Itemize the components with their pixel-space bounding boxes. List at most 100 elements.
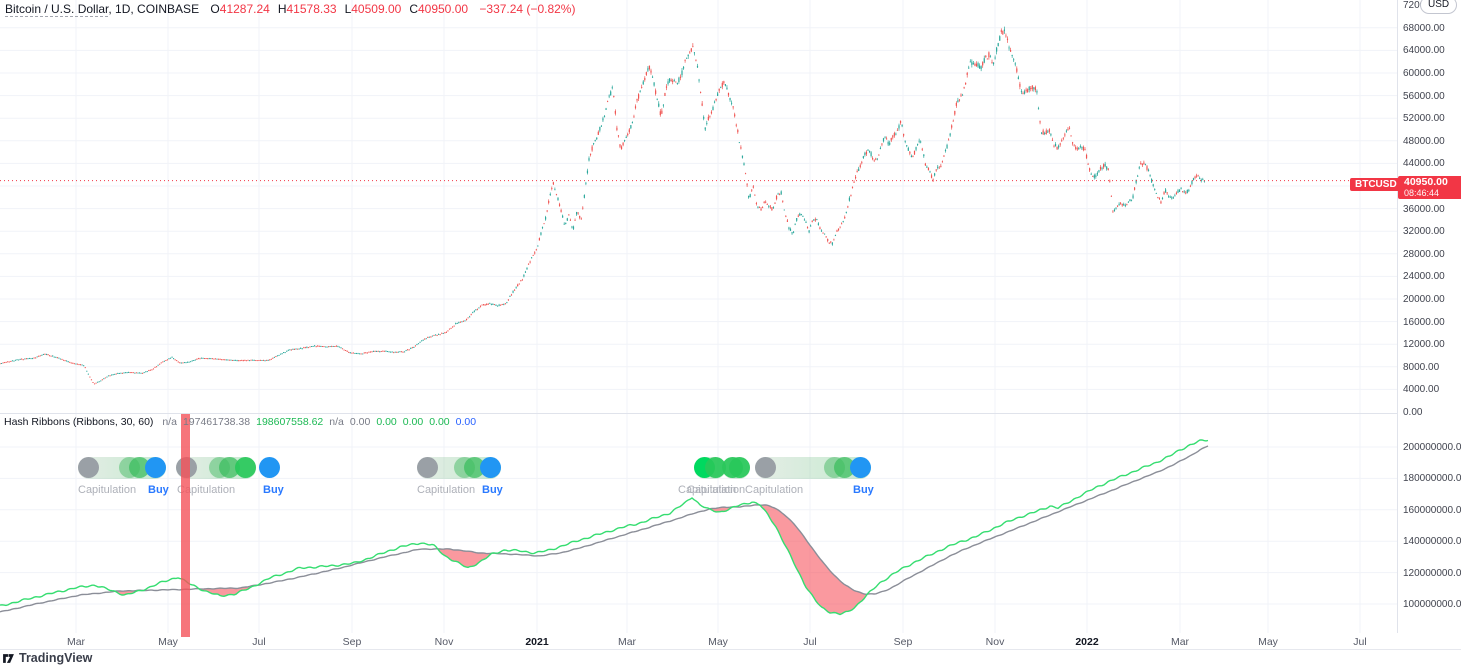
tradingview-logo-icon bbox=[3, 653, 14, 663]
gray-circle bbox=[755, 457, 776, 478]
price-axis-label: 0.00 bbox=[1403, 407, 1423, 418]
time-axis-label: Nov bbox=[985, 636, 1005, 648]
symbol-name[interactable]: Bitcoin / U.S. Dollar bbox=[5, 2, 109, 17]
buy-circle bbox=[145, 457, 166, 478]
signal-marker bbox=[755, 457, 871, 479]
indicator-value: 0.00 bbox=[429, 416, 450, 428]
indicator-value: n/a bbox=[329, 416, 344, 428]
chart-canvas[interactable] bbox=[0, 0, 1397, 633]
green-circle bbox=[219, 457, 240, 478]
ohlc-value-h: 41578.33 bbox=[286, 2, 337, 16]
currency-badge[interactable]: USD bbox=[1420, 0, 1458, 14]
signal-marker bbox=[694, 457, 726, 479]
indicator-value: 0.00 bbox=[402, 416, 424, 428]
price-axis-label: 8000.00 bbox=[1403, 361, 1440, 373]
gray-circle bbox=[78, 457, 99, 478]
buy-label: Buy bbox=[148, 484, 169, 496]
symbol-legend[interactable]: Bitcoin / U.S. Dollar, 1D, COINBASE O412… bbox=[5, 2, 576, 17]
pane-separator[interactable] bbox=[0, 413, 1461, 414]
time-axis-label: May bbox=[708, 636, 728, 648]
signal-marker bbox=[722, 457, 750, 479]
green-circle bbox=[235, 457, 256, 478]
price-axis-label: 48000.00 bbox=[1403, 135, 1445, 147]
price-axis-label: 64000.00 bbox=[1403, 45, 1445, 57]
ohlc-label-c: C bbox=[409, 2, 418, 16]
price-axis-label: 68000.00 bbox=[1403, 22, 1445, 34]
capitulation-label: Capitulation bbox=[417, 484, 476, 496]
indicator-values: n/a 197461738.38 198607558.62 n/a 0.00 0.00 0.… bbox=[156, 416, 476, 428]
last-price-value: 40950.00 bbox=[1404, 176, 1448, 188]
ohlc-values: O41287.24 H41578.33 L40509.00 C40950.00 bbox=[202, 2, 468, 16]
capitulation-label: Capitulation bbox=[678, 484, 737, 496]
indicator-axis-label: 100000000.00 bbox=[1403, 599, 1461, 610]
time-axis-label: Jul bbox=[252, 636, 266, 648]
price-scale[interactable]: USD 40950.00 08:46:44 72000.0068000.0064… bbox=[1398, 0, 1461, 649]
indicator-title[interactable]: Hash Ribbons (Ribbons, 30, 60) bbox=[4, 416, 154, 428]
price-axis-label: 36000.00 bbox=[1403, 203, 1445, 215]
capitulation-fill bbox=[116, 504, 868, 615]
time-scale[interactable]: Mar May Jul Sep Nov 2021 Mar May Jul Sep Nov 2022 Ma… bbox=[0, 633, 1461, 649]
price-axis-label: 20000.00 bbox=[1403, 294, 1445, 305]
buy-label: Buy bbox=[263, 484, 284, 496]
green-circle bbox=[729, 457, 750, 478]
indicator-legend[interactable]: Hash Ribbons (Ribbons, 30, 60) n/a 197461… bbox=[4, 416, 476, 428]
capitulation-label: Capitulation bbox=[745, 484, 804, 496]
time-axis-label: Nov bbox=[434, 636, 454, 648]
indicator-axis-label: 180000000.00 bbox=[1403, 473, 1461, 485]
indicator-axis-label: 120000000.00 bbox=[1403, 567, 1461, 579]
green-circle bbox=[129, 457, 150, 478]
price-axis-label: 28000.00 bbox=[1403, 248, 1445, 260]
price-axis-label: 24000.00 bbox=[1403, 271, 1445, 283]
ohlc-value-o: 41287.24 bbox=[219, 2, 270, 16]
capitulation-label: Capitulation bbox=[687, 484, 746, 496]
gridlines bbox=[0, 0, 1397, 633]
bar-countdown: 08:46:44 bbox=[1404, 188, 1440, 198]
time-axis-label: Mar bbox=[66, 636, 86, 648]
time-axis-label: May bbox=[1258, 636, 1278, 648]
price-axis-label: 60000.00 bbox=[1403, 68, 1445, 79]
symbol-interval-exchange: , 1D, COINBASE bbox=[108, 2, 200, 16]
green-circle bbox=[464, 457, 485, 478]
green-circle bbox=[834, 457, 855, 478]
indicator-axis-label: 200000000.00 bbox=[1403, 442, 1461, 453]
capitulation-label: Capitulation bbox=[177, 484, 236, 496]
price-change: −337.24 (−0.82%) bbox=[479, 2, 576, 16]
indicator-value: 0.00 bbox=[349, 416, 371, 428]
time-axis-label: Sep bbox=[342, 636, 362, 648]
bottom-strip: TradingView bbox=[0, 649, 1461, 666]
price-axis-label: 12000.00 bbox=[1403, 339, 1445, 351]
indicator-value: 0.00 bbox=[455, 416, 477, 428]
tradingview-logo-text: TradingView bbox=[19, 651, 93, 665]
capitulation-label: Capitulation bbox=[78, 484, 137, 496]
time-axis-label: Mar bbox=[1170, 636, 1190, 648]
ohlc-value-l: 40509.00 bbox=[351, 2, 402, 16]
buy-label: Buy bbox=[853, 484, 874, 496]
buy-circle bbox=[850, 457, 871, 478]
ohlc-label-h: H bbox=[277, 2, 287, 16]
price-axis-label: 16000.00 bbox=[1403, 316, 1445, 328]
ohlc-label-o: O bbox=[210, 2, 220, 16]
tradingview-logo[interactable]: TradingView bbox=[2, 651, 92, 665]
indicator-value: 197461738.38 bbox=[182, 416, 251, 428]
candlestick-series bbox=[0, 26, 1205, 385]
capitulation-event-bar bbox=[180, 414, 190, 637]
time-axis-label: May bbox=[158, 636, 178, 648]
signal-marker bbox=[258, 457, 280, 479]
time-axis-label: Jul bbox=[1353, 636, 1367, 648]
price-axis-label: 4000.00 bbox=[1403, 384, 1440, 396]
indicator-value: 0.00 bbox=[376, 416, 397, 428]
symbol-price-badge: BTCUSD bbox=[1350, 178, 1402, 191]
signal-marker bbox=[417, 457, 501, 479]
time-axis-label: Sep bbox=[893, 636, 913, 648]
price-axis-label: 44000.00 bbox=[1403, 158, 1445, 170]
buy-circle bbox=[480, 457, 501, 478]
buy-label: Buy bbox=[482, 484, 503, 496]
time-axis-label: 2022 bbox=[1075, 636, 1099, 648]
ohlc-value-c: 40950.00 bbox=[417, 2, 469, 16]
price-axis-label: 52000.00 bbox=[1403, 113, 1445, 125]
time-axis-label: Jul bbox=[803, 636, 817, 648]
price-axis-label: 32000.00 bbox=[1403, 226, 1445, 238]
time-axis-label: 2021 bbox=[525, 636, 549, 648]
last-price-badge: 40950.00 08:46:44 bbox=[1398, 176, 1461, 199]
